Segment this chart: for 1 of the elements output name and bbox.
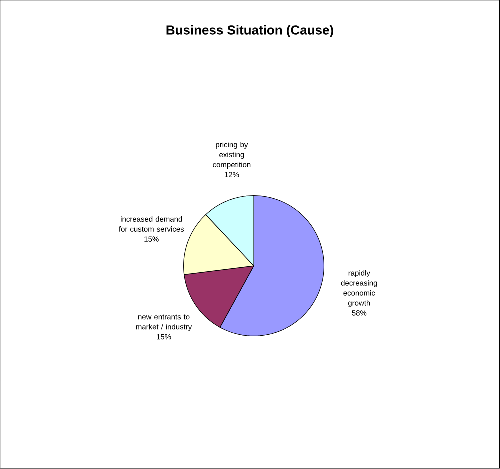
chart-title: Business Situation (Cause) <box>166 25 334 38</box>
